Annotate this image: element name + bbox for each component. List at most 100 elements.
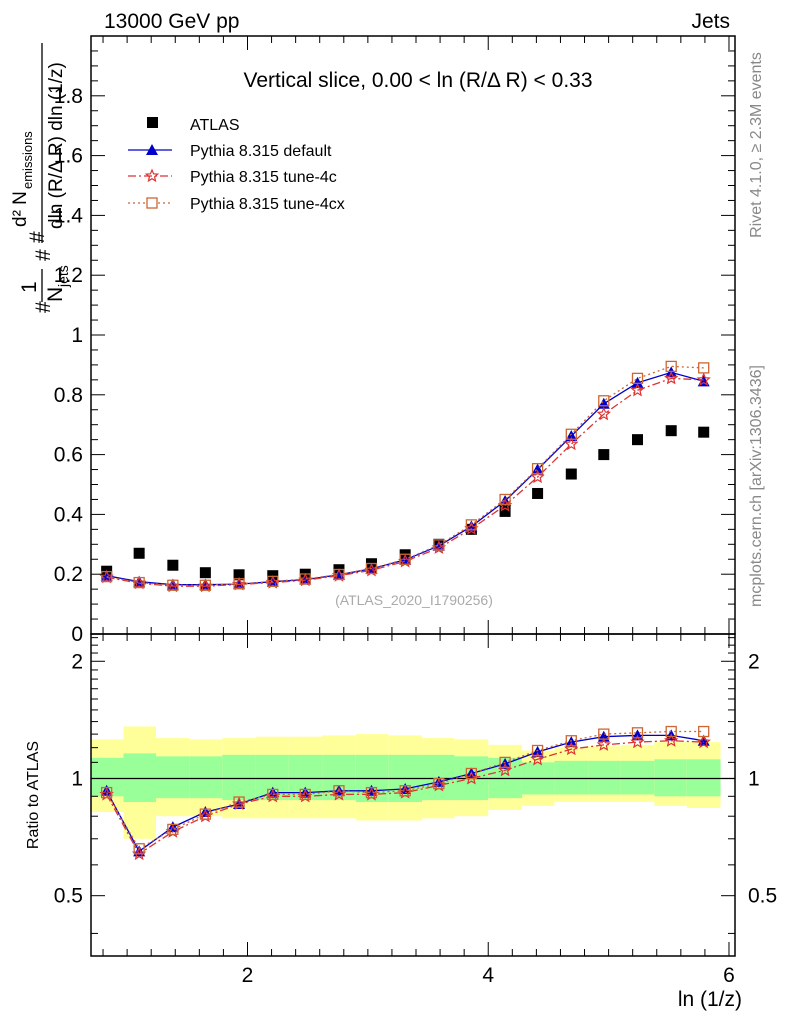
ratio-point-pythia-8-315-tune-4cx-17 bbox=[665, 725, 677, 738]
inner-band-15 bbox=[588, 760, 621, 795]
legend-label-tune4c: Pythia 8.315 tune-4c bbox=[190, 169, 337, 186]
ylabel-jets: jets bbox=[55, 265, 71, 288]
inner-band-1 bbox=[123, 753, 157, 803]
point-pythia-8-315-tune-4cx-18 bbox=[698, 362, 710, 374]
point-atlas-13 bbox=[532, 487, 544, 499]
ratio-point-pythia-8-315-tune-4c-16 bbox=[630, 734, 645, 749]
point-pythia-8-315-tune-4cx-5 bbox=[267, 575, 279, 588]
point-pythia-8-315-tune-4cx-0 bbox=[100, 570, 113, 583]
y-tick-label-9: 1.8 bbox=[54, 85, 83, 108]
ratio-point-pythia-8-315-tune-4cx-3 bbox=[199, 808, 212, 820]
point-pythia-8-315-tune-4cx-11 bbox=[465, 519, 478, 531]
point-pythia-8-315-tune-4c-13 bbox=[530, 469, 545, 484]
point-pythia-8-315-default-13 bbox=[531, 463, 544, 475]
ratio-point-pythia-8-315-tune-4cx-4 bbox=[233, 796, 245, 808]
energy-label: 13000 GeV pp bbox=[104, 10, 239, 33]
ratio-frame bbox=[90, 633, 736, 957]
point-pythia-8-315-tune-4c-12 bbox=[497, 497, 513, 512]
ylabel-n: N bbox=[44, 287, 67, 302]
point-atlas-12 bbox=[499, 505, 511, 517]
point-pythia-8-315-tune-4cx-13 bbox=[531, 463, 544, 475]
point-atlas-16 bbox=[631, 434, 643, 446]
ratio-point-pythia-8-315-tune-4cx-0 bbox=[100, 786, 113, 799]
ylabel-denominator: dln (R/Δ R) dln (1/z) bbox=[46, 62, 67, 229]
point-pythia-8-315-tune-4cx-10 bbox=[433, 539, 445, 551]
point-pythia-8-315-tune-4cx-9 bbox=[399, 553, 411, 565]
point-atlas-3 bbox=[199, 567, 211, 579]
ylabel-d2n: d² N bbox=[10, 191, 31, 227]
legend-marker-atlas bbox=[147, 117, 158, 128]
rivet-label: Rivet 4.1.0, ≥ 2.3M events bbox=[748, 52, 765, 238]
inner-band-17 bbox=[654, 759, 687, 797]
ratio-point-pythia-8-315-tune-4cx-7 bbox=[333, 785, 345, 797]
point-atlas-15 bbox=[598, 449, 610, 461]
point-pythia-8-315-tune-4cx-17 bbox=[665, 360, 677, 373]
process-label: Jets bbox=[691, 10, 730, 33]
ratio-point-pythia-8-315-tune-4cx-13 bbox=[531, 744, 544, 757]
ratio-point-pythia-8-315-tune-4cx-5 bbox=[267, 788, 279, 801]
ratio-point-pythia-8-315-tune-4cx-8 bbox=[365, 786, 378, 799]
point-pythia-8-315-tune-4c-18 bbox=[696, 372, 711, 386]
point-pythia-8-315-tune-4cx-8 bbox=[365, 562, 378, 575]
ratio-point-pythia-8-315-default-6 bbox=[299, 786, 312, 798]
point-pythia-8-315-tune-4c-17 bbox=[664, 370, 679, 385]
ratio-point-pythia-8-315-tune-4cx-14 bbox=[565, 735, 577, 747]
x-tick-label-2: 6 bbox=[723, 964, 735, 987]
y-tick-label-4: 0.8 bbox=[54, 384, 83, 407]
ratio-point-pythia-8-315-tune-4c-15 bbox=[596, 737, 611, 751]
ratio-point-pythia-8-315-tune-4cx-2 bbox=[167, 823, 179, 836]
y-tick-label-1: 0.2 bbox=[54, 563, 83, 586]
point-pythia-8-315-tune-4cx-6 bbox=[299, 573, 311, 585]
main-series-layer bbox=[99, 360, 711, 593]
ratio-point-pythia-8-315-tune-4cx-9 bbox=[399, 785, 411, 797]
ylabel-hash-3: # bbox=[26, 231, 49, 243]
ratio-uncertainty-bands bbox=[91, 726, 735, 839]
point-atlas-14 bbox=[565, 468, 577, 480]
ylabel-hash-2: # bbox=[32, 249, 55, 261]
point-pythia-8-315-tune-4cx-12 bbox=[499, 493, 511, 506]
ratio-point-pythia-8-315-tune-4cx-11 bbox=[465, 767, 478, 780]
ratio-point-pythia-8-315-default-0 bbox=[100, 784, 113, 796]
point-pythia-8-315-tune-4c-4 bbox=[231, 576, 247, 591]
point-pythia-8-315-tune-4c-16 bbox=[630, 382, 645, 397]
point-pythia-8-315-default-18 bbox=[697, 375, 710, 387]
legend-marker-tune4c bbox=[144, 168, 160, 183]
point-pythia-8-315-default-16 bbox=[631, 376, 644, 388]
x-axis-label: ln (1/z) bbox=[678, 988, 742, 1011]
ratio-tick-label-left-0: 0.5 bbox=[54, 885, 83, 908]
point-atlas-4 bbox=[233, 569, 245, 581]
legend-label-default: Pythia 8.315 default bbox=[190, 143, 332, 160]
ratio-point-pythia-8-315-tune-4c-18 bbox=[696, 734, 711, 749]
x-tick-label-0: 2 bbox=[242, 964, 254, 987]
ylabel-one: 1 bbox=[18, 281, 41, 293]
legend-label-atlas: ATLAS bbox=[190, 117, 240, 134]
legend-marker-default bbox=[146, 144, 158, 155]
line-pythia-8-315-tune-4c bbox=[106, 377, 704, 587]
ratio-point-pythia-8-315-tune-4c-14 bbox=[564, 741, 579, 756]
inner-band-4 bbox=[222, 754, 256, 801]
y-tick-label-5: 1 bbox=[71, 324, 83, 347]
legend-label-tune4cx: Pythia 8.315 tune-4cx bbox=[190, 196, 345, 213]
legend: ATLAS Pythia 8.315 default Pythia 8.315 … bbox=[128, 117, 345, 213]
ratio-tick-label-right-1: 1 bbox=[748, 767, 760, 790]
ratio-point-pythia-8-315-tune-4cx-15 bbox=[598, 728, 610, 740]
ratio-tick-label-left-2: 2 bbox=[71, 650, 83, 673]
inner-band-18 bbox=[686, 759, 721, 797]
y-tick-label-2: 0.4 bbox=[54, 503, 84, 526]
y-tick-label-0: 0 bbox=[71, 623, 83, 646]
ratio-tick-label-right-0: 0.5 bbox=[748, 885, 777, 908]
inner-band-2 bbox=[156, 756, 190, 799]
mcplots-label: mcplots.cern.ch [arXiv:1306.3436] bbox=[748, 365, 765, 607]
point-pythia-8-315-tune-4c-14 bbox=[564, 436, 579, 451]
point-pythia-8-315-tune-4cx-16 bbox=[631, 372, 644, 385]
ratio-point-pythia-8-315-tune-4cx-16 bbox=[631, 727, 644, 739]
chart-title: Vertical slice, 0.00 < ln (R/Δ R) < 0.33 bbox=[243, 69, 592, 92]
y-tick-label-3: 0.6 bbox=[54, 444, 83, 467]
point-pythia-8-315-tune-4cx-1 bbox=[133, 576, 145, 589]
ylabel-emissions: emissions bbox=[20, 131, 35, 189]
y-tick-label-7: 1.4 bbox=[54, 204, 84, 227]
main-frame bbox=[90, 35, 736, 635]
ratio-point-pythia-8-315-tune-4cx-10 bbox=[433, 777, 445, 790]
y-tick-label-6: 1.2 bbox=[54, 264, 83, 287]
